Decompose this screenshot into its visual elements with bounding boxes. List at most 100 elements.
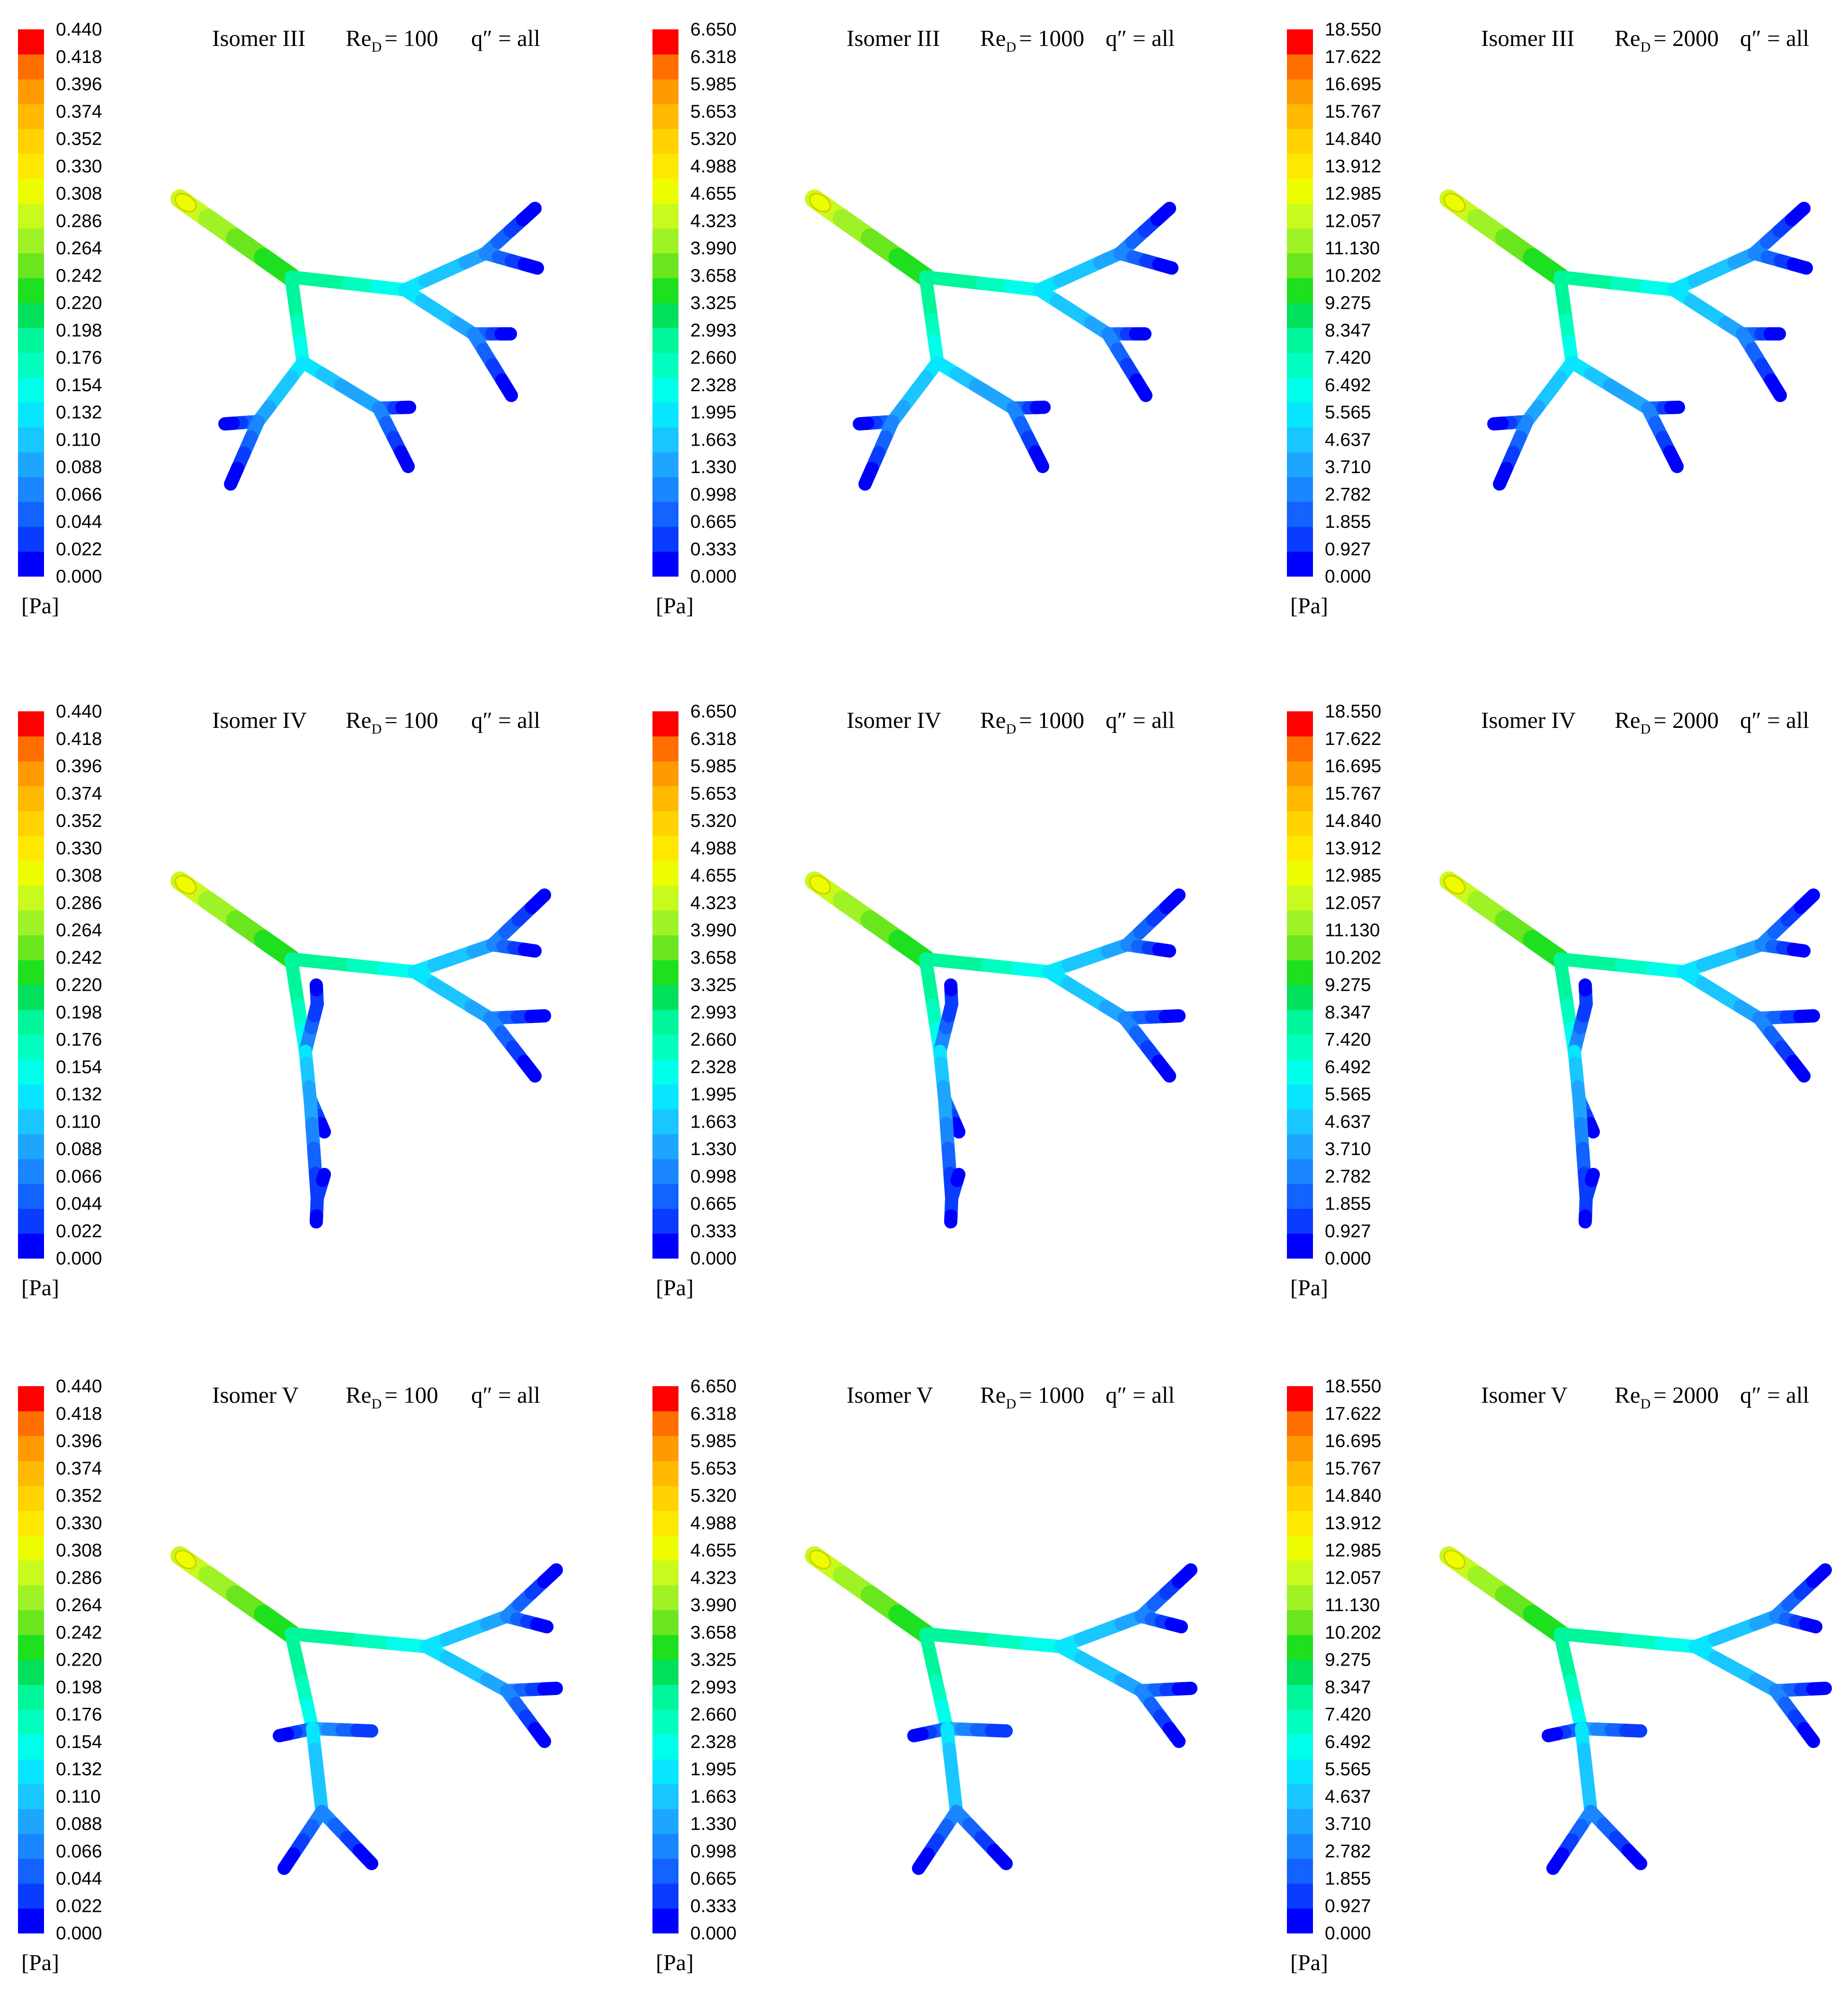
colorbar-tick-label: 0.198	[56, 320, 102, 341]
colorbar-tick-label: 0.000	[56, 1248, 102, 1269]
colorbar-tick-label: 0.044	[56, 1869, 102, 1889]
colorbar: 6.650 6.318 5.985 5.653 5.320 4.988 4.655 4.323…	[652, 701, 737, 1269]
pipe-segment	[1028, 445, 1049, 473]
heat-flux-label: q″ = all	[471, 1382, 540, 1408]
pipe-segment	[1152, 258, 1178, 275]
panel-8: 6.650 6.318 5.985 5.653 5.320 4.988 4.655 4.323…	[652, 1376, 1197, 1975]
colorbar-tick-label: 15.767	[1325, 783, 1381, 804]
colorbar-swatch	[1287, 1486, 1313, 1511]
colorbar-swatch	[1287, 1908, 1313, 1934]
colorbar-tick-label: 2.660	[690, 1704, 737, 1725]
colorbar-tick-label: 0.198	[56, 1677, 102, 1697]
colorbar-swatch	[652, 328, 678, 353]
colorbar-tick-label: 8.347	[1325, 320, 1371, 341]
pipe-segment	[518, 258, 544, 275]
colorbar-tick-label: 6.492	[1325, 375, 1371, 395]
colorbar-swatch	[652, 1233, 678, 1259]
reynolds-label: ReD = 2000	[1615, 707, 1719, 737]
colorbar-tick-label: 12.057	[1325, 1568, 1381, 1588]
unit-label: [Pa]	[1290, 1950, 1328, 1975]
colorbar-swatch	[652, 1759, 678, 1784]
colorbar-tick-label: 0.396	[56, 74, 102, 95]
colorbar-swatch	[1287, 527, 1313, 552]
colorbar-swatch	[1287, 402, 1313, 428]
pipe-segment	[1786, 1055, 1811, 1083]
colorbar-swatch	[652, 1109, 678, 1135]
colorbar-tick-label: 5.653	[690, 1458, 737, 1479]
colorbar-swatch	[1287, 502, 1313, 527]
colorbar-swatch	[1287, 179, 1313, 204]
colorbar-swatch	[1287, 835, 1313, 861]
heat-flux-label: q″ = all	[1740, 707, 1809, 733]
colorbar-swatch	[18, 910, 44, 936]
pipe-segment	[1029, 401, 1051, 414]
colorbar-tick-label: 3.710	[1325, 457, 1371, 477]
colorbar-tick-label: 0.110	[56, 1786, 101, 1807]
isomer-label: Isomer III	[212, 25, 305, 51]
colorbar-tick-label: 0.352	[56, 811, 102, 831]
colorbar-swatch	[18, 377, 44, 403]
colorbar-tick-label: 0.110	[56, 1112, 101, 1132]
colorbar-swatch	[652, 1709, 678, 1735]
colorbar-tick-label: 0.927	[1325, 539, 1371, 559]
pipe-network	[805, 1546, 1197, 1875]
colorbar: 18.550 17.622 16.695 15.767 14.840 13.912 12.9…	[1287, 1376, 1381, 1944]
colorbar-swatch	[1287, 1461, 1313, 1486]
colorbar-tick-label: 2.993	[690, 1002, 737, 1022]
colorbar-tick-label: 0.998	[690, 1841, 737, 1862]
pipe-network	[170, 871, 551, 1228]
pipe-segment	[277, 1847, 300, 1875]
colorbar-swatch	[652, 1084, 678, 1110]
colorbar-swatch	[18, 228, 44, 254]
colorbar-tick-label: 0.132	[56, 1085, 102, 1105]
pipe-segment	[1493, 462, 1513, 491]
panel-4: 0.440 0.418 0.396 0.374 0.352 0.330 0.308 0.286…	[18, 701, 551, 1300]
colorbar-swatch	[652, 1560, 678, 1586]
colorbar-swatch	[1287, 861, 1313, 886]
colorbar-swatch	[652, 352, 678, 378]
colorbar-swatch	[18, 736, 44, 762]
colorbar-tick-label: 17.622	[1325, 1404, 1381, 1424]
colorbar: 18.550 17.622 16.695 15.767 14.840 13.912 12.9…	[1287, 701, 1381, 1269]
colorbar-tick-label: 4.655	[690, 184, 737, 204]
colorbar-swatch	[652, 910, 678, 936]
pipe-segment	[314, 1117, 331, 1138]
colorbar-swatch	[1287, 1809, 1313, 1834]
colorbar-swatch	[18, 278, 44, 304]
pipe-segment	[530, 1617, 554, 1633]
panel-9: 18.550 17.622 16.695 15.767 14.840 13.912 12.9…	[1287, 1376, 1832, 1975]
colorbar-swatch	[652, 935, 678, 960]
colorbar-tick-label: 6.650	[690, 19, 737, 40]
colorbar-swatch	[1287, 1709, 1313, 1735]
colorbar-swatch	[652, 477, 678, 502]
pipe-segment	[495, 373, 518, 402]
pipe-segment	[1806, 1563, 1832, 1588]
colorbar-swatch	[1287, 1209, 1313, 1234]
colorbar-tick-label: 0.440	[56, 1376, 102, 1397]
colorbar-tick-label: 0.088	[56, 1814, 102, 1834]
colorbar-swatch	[1287, 736, 1313, 762]
reynolds-label: ReD = 1000	[980, 1382, 1084, 1412]
panel-3: 18.550 17.622 16.695 15.767 14.840 13.912 12.9…	[1287, 19, 1813, 619]
colorbar-tick-label: 2.328	[690, 1057, 737, 1077]
colorbar-swatch	[652, 1535, 678, 1561]
colorbar-tick-label: 5.985	[690, 1431, 737, 1452]
pipe-segment	[537, 1682, 563, 1696]
colorbar-tick-label: 16.695	[1325, 74, 1381, 95]
colorbar-swatch	[18, 79, 44, 105]
colorbar-swatch	[652, 1010, 678, 1035]
colorbar-tick-label: 0.022	[56, 539, 102, 559]
panel-2: 6.650 6.318 5.985 5.653 5.320 4.988 4.655 4.323…	[652, 19, 1178, 619]
pipe-segment	[518, 942, 542, 958]
heat-flux-label: q″ = all	[1106, 707, 1175, 733]
colorbar-tick-label: 11.130	[1325, 238, 1380, 259]
colorbar-swatch	[1287, 1134, 1313, 1159]
pipe-segment	[1171, 1682, 1197, 1696]
colorbar-swatch	[652, 1411, 678, 1436]
reynolds-label: ReD = 2000	[1615, 1382, 1719, 1412]
pipe-segment	[1579, 1209, 1592, 1228]
colorbar-swatch	[1287, 1560, 1313, 1586]
colorbar-swatch	[1287, 885, 1313, 911]
pipe-segment	[1785, 202, 1811, 226]
colorbar-tick-label: 0.374	[56, 101, 102, 122]
